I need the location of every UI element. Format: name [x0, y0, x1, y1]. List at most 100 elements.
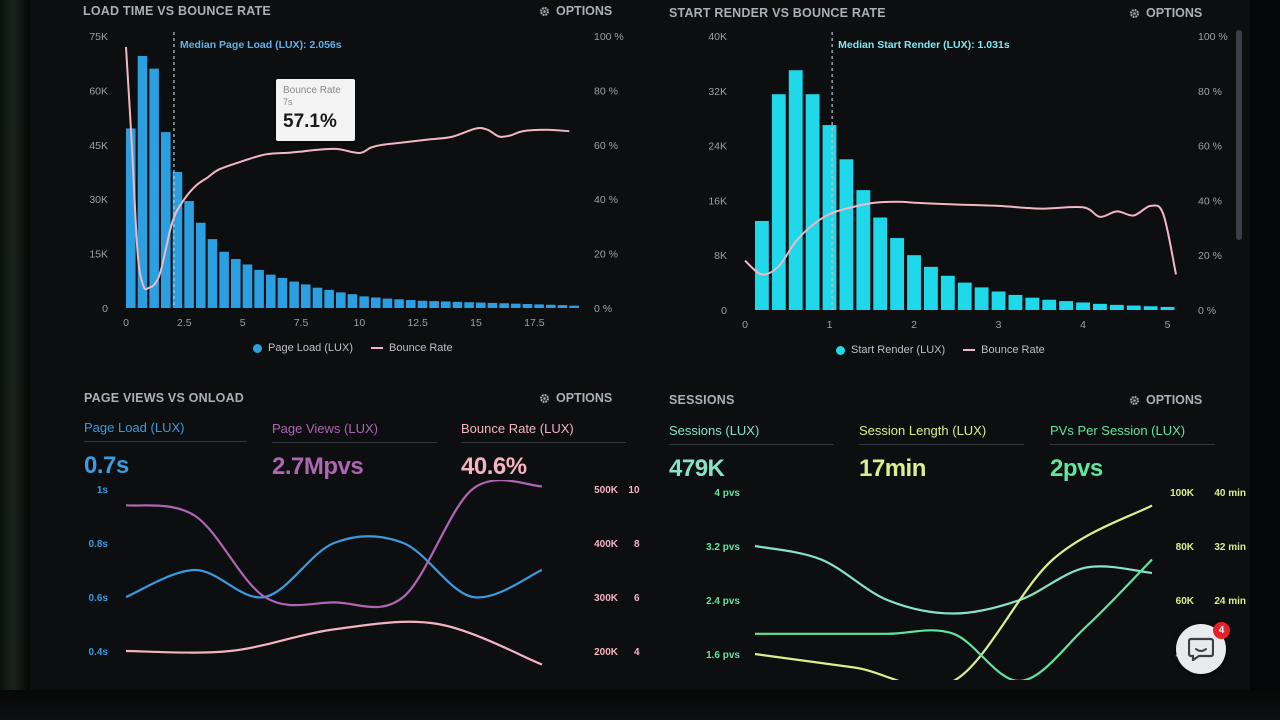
y2-tick-label: 80 %: [594, 85, 618, 97]
scrollbar-thumb[interactable]: [1236, 30, 1242, 240]
median-label: Median Start Render (LUX): 1.031s: [838, 39, 1010, 51]
y-tick-label: 3.2 pvs: [706, 542, 740, 553]
y3-tick-label: 32 min: [1214, 542, 1246, 553]
options-button[interactable]: OPTIONS: [538, 391, 612, 405]
histogram-bar: [557, 305, 568, 308]
y2-tick-label: 500K: [594, 485, 619, 496]
histogram-bar: [371, 297, 381, 308]
legend-item-bounce-rate[interactable]: Bounce Rate: [963, 344, 1045, 356]
metric-sessions[interactable]: Sessions (LUX) 479K: [669, 423, 834, 483]
metric-page-views[interactable]: Page Views (LUX) 2.7Mpvs: [272, 421, 437, 481]
chart-legend: Start Render (LUX) Bounce Rate: [836, 344, 1045, 356]
metric-bounce-rate[interactable]: Bounce Rate (LUX) 40.6%: [461, 421, 626, 481]
histogram-bar: [417, 300, 428, 308]
metric-value: 479K: [669, 455, 725, 482]
x-tick-label: 1: [827, 319, 833, 331]
tooltip-title: Bounce Rate: [283, 85, 341, 96]
y3-tick-label: 60%: [634, 593, 640, 604]
y-tick-label: 0.6s: [89, 593, 109, 604]
y-tick-label: 40K: [708, 31, 727, 43]
tooltip-subtitle: 7s: [283, 97, 293, 107]
metric-value: 2.7Mpvs: [272, 453, 364, 480]
y-tick-label: 0: [102, 303, 108, 315]
histogram-bar: [172, 172, 183, 308]
histogram-bar: [207, 239, 218, 308]
y-tick-label: 45K: [89, 140, 108, 152]
gear-icon: [1130, 8, 1139, 18]
histogram-bar: [788, 70, 803, 310]
metric-label: Session Length (LUX): [859, 423, 1024, 445]
metric-page-load[interactable]: Page Load (LUX) 0.7s: [84, 420, 247, 480]
legend-line-icon: [371, 347, 383, 349]
histogram-bar: [266, 274, 276, 308]
histogram-bar: [873, 217, 888, 310]
x-tick-label: 15: [470, 317, 482, 329]
gear-icon: [540, 6, 549, 16]
histogram-bar: [231, 259, 241, 308]
histogram-bar: [1126, 305, 1141, 310]
options-button[interactable]: OPTIONS: [1128, 393, 1202, 407]
legend-item-start-render[interactable]: Start Render (LUX): [836, 344, 945, 356]
histogram-bar: [923, 266, 938, 310]
y-tick-label: 15K: [89, 249, 108, 261]
x-tick-label: 5: [240, 317, 246, 329]
options-label: OPTIONS: [556, 391, 613, 405]
y2-tick-label: 80K: [1176, 542, 1195, 553]
legend-item-bounce-rate[interactable]: Bounce Rate: [371, 342, 453, 354]
options-label: OPTIONS: [1146, 393, 1203, 407]
y2-tick-label: 400K: [594, 539, 619, 550]
histogram-bar: [149, 68, 159, 308]
options-button[interactable]: OPTIONS: [538, 4, 612, 18]
histogram-bar: [907, 255, 921, 310]
legend-dot-icon: [836, 345, 845, 355]
y-tick-label: 4 pvs: [714, 488, 740, 499]
histogram-bar: [511, 303, 521, 308]
y2-tick-label: 300K: [594, 593, 619, 604]
histogram-bar: [312, 287, 323, 308]
histogram-bar: [771, 94, 786, 310]
legend-item-page-load[interactable]: Page Load (LUX): [253, 342, 353, 354]
metric-value: 17min: [859, 455, 926, 482]
histogram-bar: [1109, 304, 1124, 310]
histogram-bar: [441, 301, 451, 308]
options-button[interactable]: OPTIONS: [1128, 6, 1202, 20]
histogram-bar: [1076, 302, 1090, 310]
y3-tick-label: 40%: [634, 647, 640, 658]
histogram-bar: [546, 304, 556, 308]
y-tick-label: 1.6 pvs: [706, 650, 740, 661]
y-tick-label: 0: [721, 305, 727, 317]
sessions-line: [754, 544, 1153, 615]
y2-tick-label: 40 %: [594, 194, 618, 206]
legend-label: Bounce Rate: [389, 342, 453, 354]
x-tick-label: 7.5: [294, 317, 309, 329]
pvs-per-session-line: [755, 558, 1153, 680]
histogram-bar: [347, 294, 358, 308]
histogram-bar: [126, 128, 136, 308]
x-tick-label: 10: [353, 317, 365, 329]
y3-tick-label: 80%: [634, 539, 640, 550]
metric-pvs-per-session[interactable]: PVs Per Session (LUX) 2pvs: [1050, 423, 1215, 483]
y-tick-label: 16K: [708, 195, 727, 207]
histogram-bar: [476, 302, 486, 308]
histogram-bar: [406, 300, 416, 308]
load-time-chart: 0 15K 30K 45K 60K 75K 0 % 20 % 40 % 60 % 80 % 100 %…: [89, 31, 623, 329]
x-tick-label: 3: [996, 319, 1002, 331]
bounce-rate-line: [125, 46, 570, 291]
metric-label: Bounce Rate (LUX): [461, 421, 626, 443]
histogram-bar: [1160, 306, 1175, 310]
histogram-bar: [499, 303, 509, 308]
metric-session-length[interactable]: Session Length (LUX) 17min: [859, 423, 1024, 483]
y2-tick-label: 80 %: [1198, 86, 1222, 98]
dashboard-screen: LOAD TIME VS BOUNCE RATE OPTIONS 0 15K 30K…: [30, 0, 1250, 690]
y-tick-label: 24K: [708, 141, 727, 153]
y2-tick-label: 60 %: [594, 140, 618, 152]
histogram-bar: [1025, 297, 1040, 310]
metric-value: 40.6%: [461, 453, 527, 480]
histogram-bar: [856, 190, 871, 310]
median-label: Median Page Load (LUX): 2.056s: [180, 39, 342, 51]
histogram-bar: [219, 251, 229, 308]
y-tick-label: 60K: [89, 85, 108, 97]
histogram-bar: [754, 220, 769, 310]
histogram-bar: [839, 159, 854, 310]
panel-title: SESSIONS: [669, 393, 735, 407]
